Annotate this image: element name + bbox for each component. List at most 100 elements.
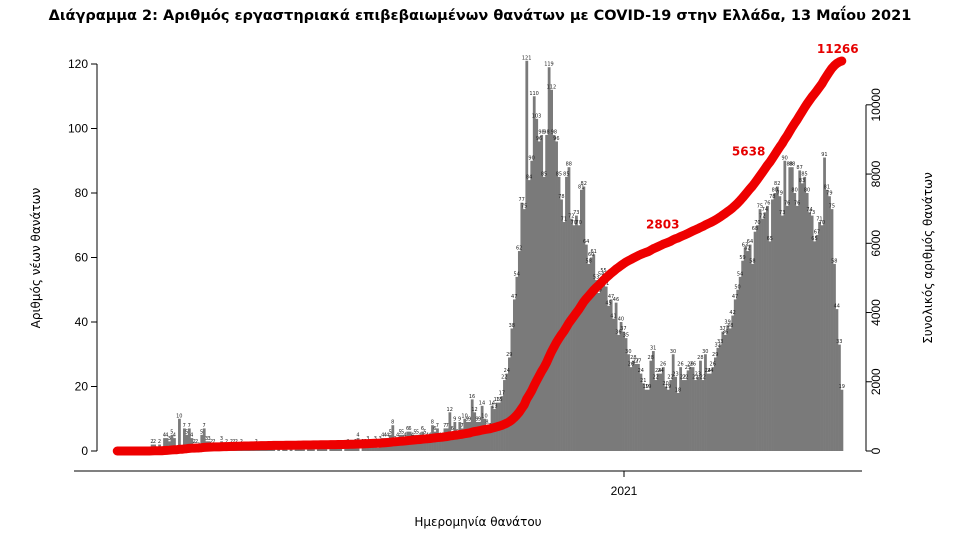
bar-data-label: 59 <box>739 255 745 261</box>
bar <box>654 380 658 451</box>
bar-data-label: 16 <box>469 394 475 400</box>
bar-data-label: 6 <box>406 426 409 432</box>
bar <box>649 360 653 451</box>
bar <box>319 447 323 451</box>
bar-data-label: 65 <box>811 236 817 242</box>
bar <box>505 373 509 451</box>
bar-data-label: 5 <box>185 429 188 435</box>
bar-data-label: 22 <box>652 375 658 381</box>
bar-data-label: 27 <box>633 358 639 364</box>
bar <box>689 367 692 451</box>
bar-data-label: 85 <box>563 171 569 177</box>
bar-data-label: 22 <box>692 375 698 381</box>
bar <box>830 209 834 451</box>
bar <box>815 234 819 451</box>
bar-data-label: 39 <box>724 320 730 326</box>
y2-tick-label: 4000 <box>869 299 883 326</box>
bar <box>651 351 655 451</box>
bar-data-label: 54 <box>514 271 520 277</box>
bar-data-label: 72 <box>759 213 765 219</box>
bar <box>185 434 189 451</box>
bar-data-label: 4 <box>165 433 168 439</box>
bar <box>483 418 487 451</box>
y2-tick-label: 10000 <box>869 88 883 122</box>
bar-data-label: 63 <box>742 242 748 248</box>
bar <box>565 176 568 451</box>
bar <box>344 447 348 451</box>
bar-data-label: 64 <box>583 239 589 245</box>
bar-data-label: 19 <box>839 384 845 390</box>
bar-data-label: 42 <box>729 310 735 316</box>
bar-data-label: 26 <box>710 362 716 368</box>
bar-data-label: 3 <box>220 436 223 442</box>
bar <box>771 199 774 451</box>
bar-data-label: 55 <box>600 268 606 274</box>
bar-data-label: 9 <box>458 416 461 422</box>
bar-data-label: 40 <box>618 317 624 323</box>
bar <box>331 447 335 451</box>
bar <box>545 134 549 451</box>
bar <box>704 354 707 451</box>
bar-data-label: 98 <box>538 129 544 135</box>
bar <box>646 389 650 451</box>
bar <box>535 118 539 451</box>
bar <box>510 328 514 451</box>
bar-data-label: 2 <box>158 439 161 445</box>
bar <box>748 244 752 451</box>
y-axis-title: Αριθμός νέων θανάτων <box>29 187 43 328</box>
bar <box>428 438 432 451</box>
y2-tick-label: 6000 <box>869 230 883 257</box>
bar <box>537 141 541 451</box>
bar <box>517 251 521 451</box>
bar-data-label: 8 <box>391 420 394 426</box>
bar-data-label: 26 <box>690 362 696 368</box>
cumulative-line <box>112 56 847 456</box>
bar <box>540 134 544 451</box>
bar-data-label: 2 <box>150 439 153 445</box>
bar-data-label: 15 <box>494 397 500 403</box>
bar-data-label: 75 <box>829 204 835 210</box>
bar-data-label: 87 <box>796 165 802 171</box>
bar <box>808 212 812 451</box>
bar-data-label: 4 <box>173 433 176 439</box>
x-tick-label: 2021 <box>611 484 638 498</box>
bar <box>805 193 809 451</box>
bar <box>733 299 737 451</box>
bar <box>823 157 826 451</box>
bar <box>783 160 787 451</box>
bar-data-label: 82 <box>581 181 587 187</box>
bar <box>520 202 524 451</box>
bar <box>170 434 174 451</box>
bar-data-label: 58 <box>585 258 591 264</box>
bar-data-label: 88 <box>786 162 792 168</box>
bar <box>803 176 807 451</box>
bar <box>582 186 586 452</box>
bar-data-label: 12 <box>447 407 453 413</box>
bar <box>674 376 678 451</box>
bar-data-label: 67 <box>814 229 820 235</box>
bar-data-label: 60 <box>588 252 594 258</box>
bar <box>731 315 735 451</box>
bar <box>664 386 668 451</box>
bar <box>165 438 169 451</box>
bar <box>557 176 561 451</box>
bar <box>773 193 777 451</box>
bar-data-label: 37 <box>620 326 626 332</box>
bar-data-label: 6 <box>451 426 454 432</box>
bar <box>790 167 794 451</box>
y2-tick-label: 2000 <box>869 368 883 395</box>
bar <box>542 176 546 451</box>
bar-data-label: 90 <box>528 155 534 161</box>
bar <box>741 260 745 451</box>
bar-data-label: 28 <box>648 355 654 361</box>
bar <box>508 357 511 451</box>
bar <box>656 373 660 451</box>
bar <box>202 428 206 451</box>
bar-data-label: 70 <box>819 220 825 226</box>
bar-data-label: 30 <box>670 349 676 355</box>
bar <box>607 305 611 451</box>
bar <box>321 447 325 451</box>
bar <box>632 360 635 451</box>
bar <box>614 302 618 451</box>
